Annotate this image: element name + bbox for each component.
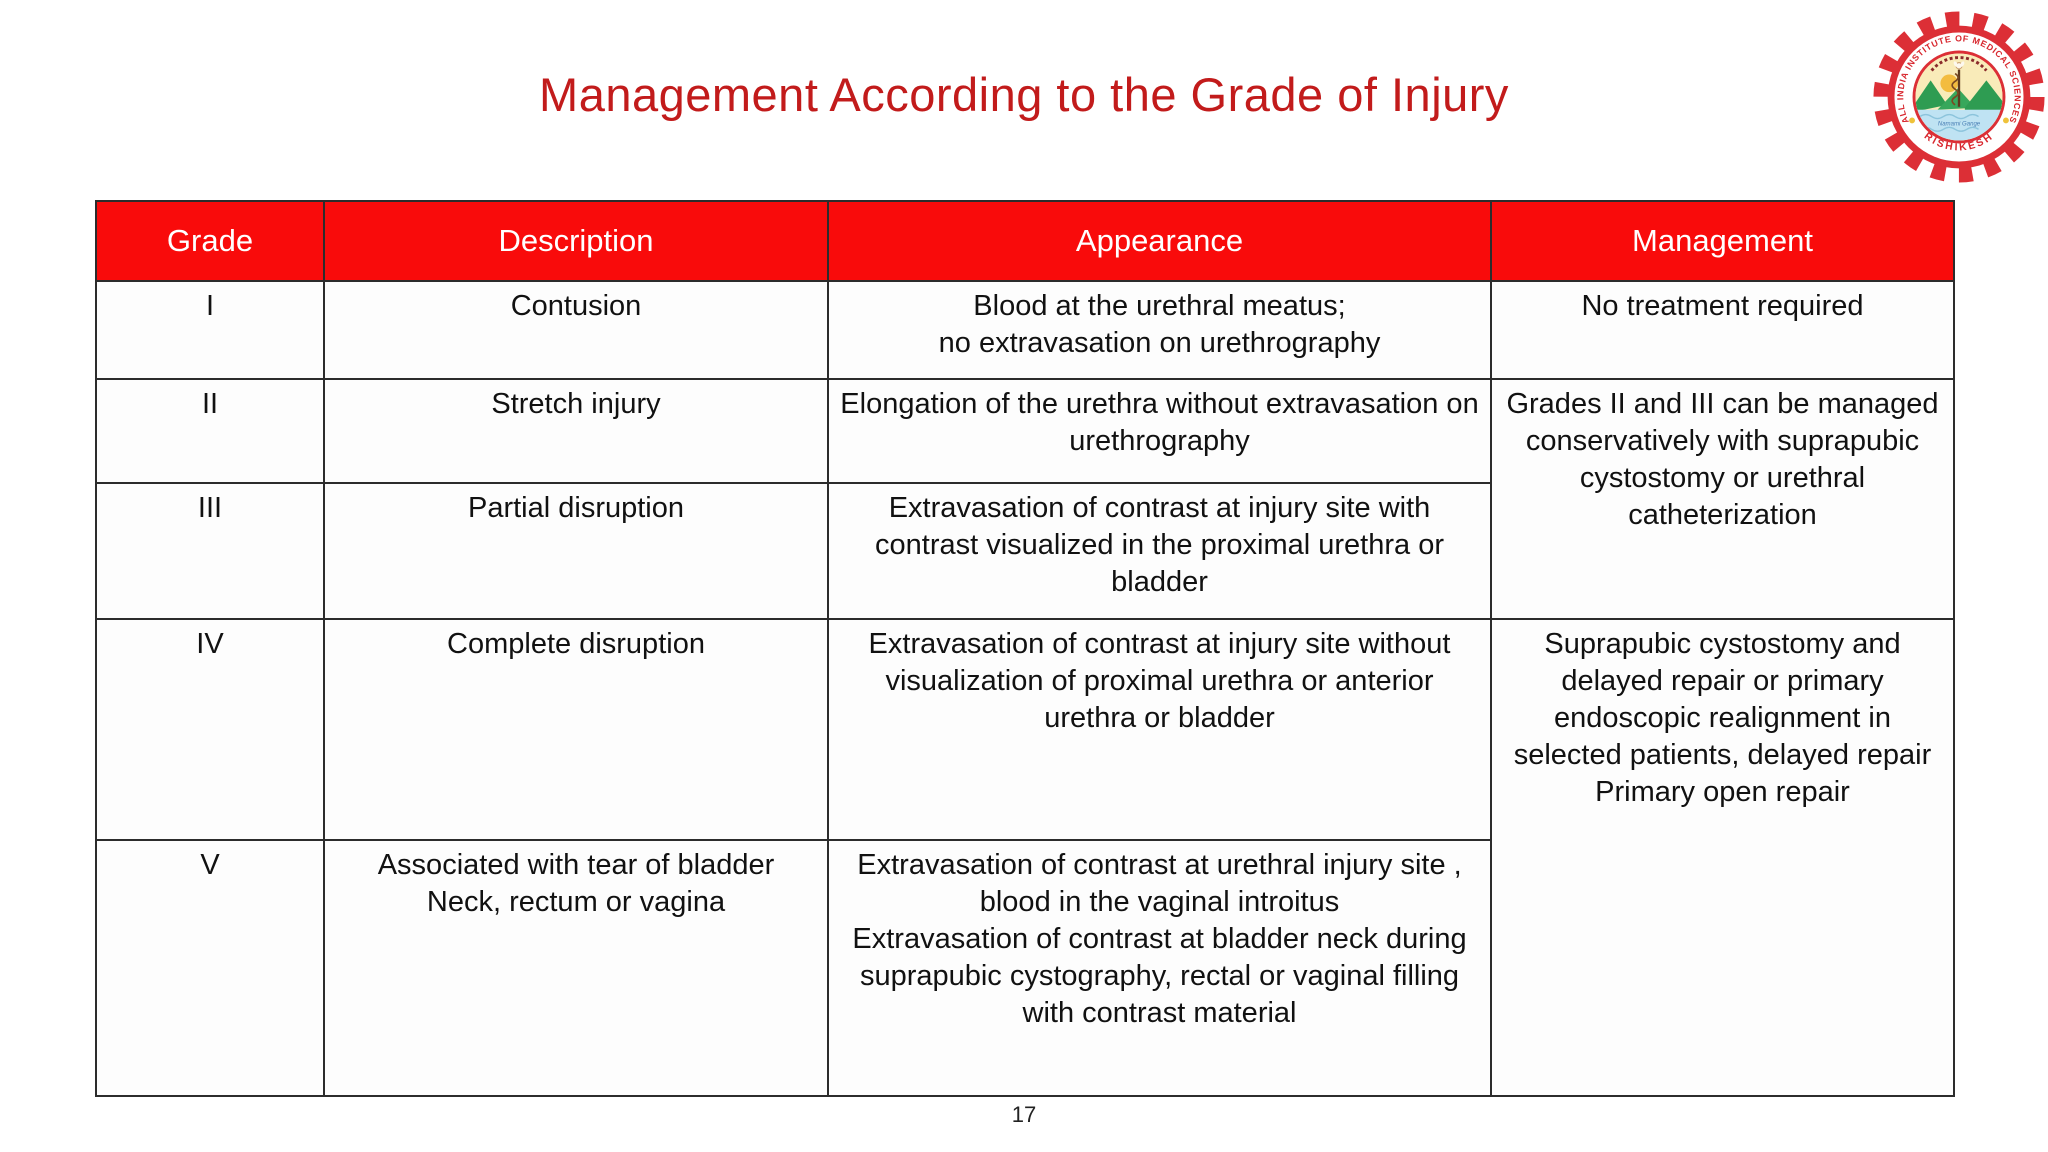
grade-cell: I — [95, 280, 325, 380]
col-header-management: Management — [1490, 200, 1955, 282]
ring-dot-left — [1909, 117, 1915, 124]
water-wave — [1919, 126, 1979, 132]
appearance-cell: Extravasation of contrast at injury site… — [827, 618, 1492, 841]
ring-dot-right — [2003, 117, 2009, 124]
institute-seal-icon: Namami Gange ALL INDIA INSTITUTE OF MEDI… — [1873, 11, 2045, 183]
mountain-right — [1964, 80, 2003, 115]
injury-grade-table: Grade Description Appearance Management … — [95, 200, 1955, 1097]
gear-teeth — [1873, 11, 2045, 183]
description-cell: Associated with tear of bladder Neck, re… — [323, 839, 829, 1097]
table-row-grade-v: V Associated with tear of bladder Neck, … — [95, 839, 1954, 1097]
grade-cell: V — [95, 839, 325, 1097]
appearance-cell: Elongation of the urethra without extrav… — [827, 378, 1492, 484]
emblem-scene: Namami Gange — [1915, 53, 2003, 141]
grade-cell: II — [95, 378, 325, 484]
management-cell-grades-ii-iii: Grades II and III can be managed conserv… — [1490, 378, 1955, 620]
lotus-petal — [1953, 61, 1958, 67]
page-number: 17 — [1011, 1102, 1037, 1127]
mountain-left — [1915, 80, 1948, 113]
table-row-grade-ii: II Stretch injury Elongation of the uret… — [95, 378, 1955, 620]
water-wave — [1919, 113, 1979, 120]
management-cell-grades-iv-v: Suprapubic cystostomy and delayed repair… — [1490, 618, 1955, 1097]
aiims-rishikesh-logo: Namami Gange ALL INDIA INSTITUTE OF MEDI… — [1871, 6, 2047, 188]
col-header-appearance: Appearance — [827, 200, 1492, 282]
table-row-grade-i: I Contusion Blood at the urethral meatus… — [95, 280, 1955, 380]
grade-cell: IV — [95, 618, 325, 841]
description-cell: Contusion — [323, 280, 829, 380]
description-cell: Partial disruption — [323, 482, 829, 620]
appearance-cell: Extravasation of contrast at injury site… — [827, 482, 1492, 620]
grade-cell: III — [95, 482, 325, 620]
description-cell: Stretch injury — [323, 378, 829, 484]
appearance-cell: Extravasation of contrast at urethral in… — [827, 839, 1492, 1097]
table-row-grade-iii: III Partial disruption Extravasation of … — [95, 482, 1954, 620]
appearance-cell: Blood at the urethral meatus; no extrava… — [827, 280, 1492, 380]
mountain-middle — [1937, 88, 1976, 110]
col-header-grade: Grade — [95, 200, 325, 282]
page-title: Management According to the Grade of Inj… — [539, 68, 1509, 122]
sanskrit-motto-marks — [1930, 56, 1988, 72]
header-row: Grade Description Appearance Management — [95, 200, 1955, 282]
col-header-description: Description — [323, 200, 829, 282]
snake-coil — [1951, 72, 1959, 106]
table-row-grade-iv: IV Complete disruption Extravasation of … — [95, 618, 1955, 1097]
lotus-petal — [1960, 61, 1965, 67]
water-label: Namami Gange — [1938, 121, 1981, 127]
management-cell: No treatment required — [1490, 280, 1955, 380]
description-cell: Complete disruption — [323, 618, 829, 841]
